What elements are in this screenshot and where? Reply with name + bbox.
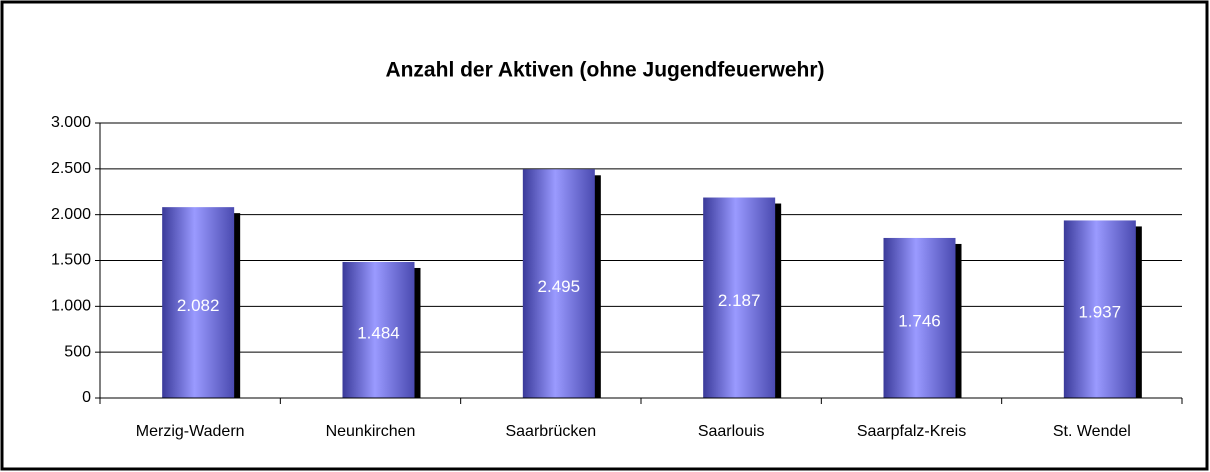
x-tick-label: St. Wendel bbox=[1053, 423, 1131, 440]
x-tick-label: Saarlouis bbox=[698, 423, 765, 440]
y-tick-label: 2.500 bbox=[51, 160, 91, 177]
x-tick-label: Saarpfalz-Kreis bbox=[857, 423, 966, 440]
y-tick-label: 0 bbox=[82, 389, 91, 406]
bar bbox=[162, 207, 235, 398]
x-tick-label: Neunkirchen bbox=[326, 423, 416, 440]
y-tick-label: 500 bbox=[64, 343, 91, 360]
y-tick-label: 2.000 bbox=[51, 206, 91, 223]
value-label: 2.187 bbox=[718, 291, 761, 310]
bar bbox=[522, 169, 595, 398]
value-label: 1.746 bbox=[898, 311, 941, 330]
y-tick-label: 3.000 bbox=[51, 114, 91, 131]
value-label: 1.937 bbox=[1079, 303, 1122, 322]
x-tick-label: Saarbrücken bbox=[505, 423, 596, 440]
bar bbox=[703, 197, 776, 398]
value-label: 2.495 bbox=[538, 277, 581, 296]
bar bbox=[342, 261, 415, 398]
chart-title: Anzahl der Aktiven (ohne Jugendfeuerwehr… bbox=[385, 59, 824, 82]
bar bbox=[883, 237, 956, 398]
y-tick-label: 1.500 bbox=[51, 252, 91, 269]
x-tick-label: Merzig-Wadern bbox=[136, 423, 245, 440]
value-label: 2.082 bbox=[177, 296, 220, 315]
value-label: 1.484 bbox=[357, 323, 400, 342]
bar bbox=[1063, 220, 1136, 398]
y-tick-label: 1.000 bbox=[51, 298, 91, 315]
